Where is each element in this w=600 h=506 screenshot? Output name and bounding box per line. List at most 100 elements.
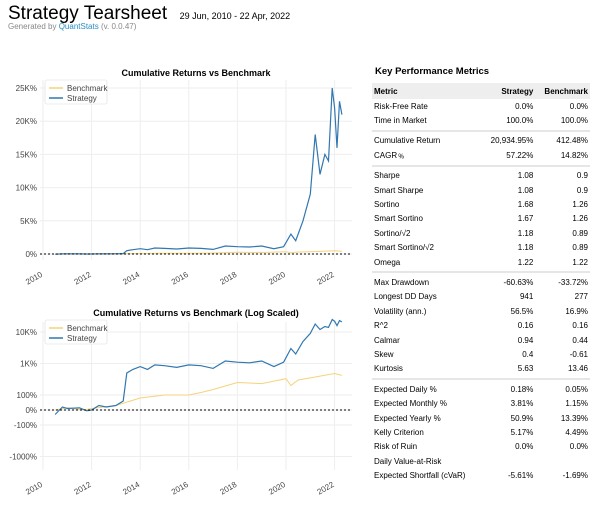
metric-row: Volatility (ann.) 56.5% 16.9% (372, 304, 590, 318)
x-tick-label: 2022 (316, 480, 336, 497)
benchmark-value: 0.89 (572, 243, 588, 253)
divider (372, 269, 590, 275)
benchmark-value: 412.48% (556, 136, 588, 146)
column-header: Strategy (481, 83, 536, 99)
date-range: 29 Jun, 2010 - 22 Apr, 2022 (179, 11, 291, 21)
benchmark-value: 0.9 (576, 185, 588, 195)
metric-row: Smart Sortino/√2 1.18 0.89 (372, 241, 590, 255)
metric-name: Skew (374, 349, 394, 359)
metric-name: Sortino/√2 (374, 228, 411, 238)
y-tick-label: 100% (17, 391, 37, 400)
metrics-header-row: Metric Strategy Benchmark (372, 83, 590, 99)
benchmark-value: 0.44 (572, 335, 588, 345)
strategy-value: 56.5% (510, 306, 534, 316)
metric-name: Kelly Criterion (374, 427, 424, 437)
strategy-value: 941 (519, 292, 534, 302)
chart-title: Cumulative Returns vs Benchmark (121, 68, 271, 78)
metric-row: Expected Daily % 0.18% 0.05% (372, 382, 590, 396)
benchmark-value: 1.22 (572, 257, 588, 267)
y-tick-label: 15K% (16, 150, 37, 159)
cumulative-returns-chart: Cumulative Returns vs Benchmark 2010 2012 2… (16, 68, 352, 287)
x-tick-label: 2016 (170, 270, 190, 287)
divider (372, 376, 590, 382)
x-tick-label: 2018 (218, 480, 238, 497)
benchmark-value: 277 (574, 292, 588, 302)
benchmark-value: 1.15% (565, 399, 588, 409)
metric-name: Daily Value-at-Risk (374, 456, 442, 466)
metric-name: CAGR﹪ (374, 150, 406, 160)
metric-row: Calmar 0.94 0.44 (372, 333, 590, 347)
metric-row: Time in Market 100.0% 100.0% (372, 113, 590, 127)
x-tick-label: 2022 (316, 270, 336, 287)
benchmark-value: 16.9% (565, 306, 588, 316)
metric-row: Risk-Free Rate 0.0% 0.0% (372, 99, 590, 113)
y-tick-label: -100% (14, 421, 37, 430)
benchmark-value: 13.39% (560, 413, 588, 423)
metric-name: Smart Sortino/√2 (374, 243, 434, 253)
benchmark-value: 14.82% (560, 150, 588, 160)
legend-label-benchmark: Benchmark (67, 324, 108, 333)
metric-name: Smart Sortino (374, 214, 423, 224)
strategy-value: 50.9% (510, 413, 534, 423)
strategy-value: 1.68 (517, 200, 534, 210)
strategy-value: 1.18 (517, 228, 534, 238)
x-tick-label: 2016 (170, 480, 190, 497)
metric-row: R^2 0.16 0.16 (372, 318, 590, 332)
version: (v. 0.0.47) (98, 22, 137, 31)
generated-prefix: Generated by (8, 22, 59, 31)
metrics-title: Key Performance Metrics (375, 66, 490, 77)
y-tick-label: 5K% (20, 217, 37, 226)
metric-row: Expected Monthly % 3.81% 1.15% (372, 396, 590, 410)
benchmark-value: 0.05% (565, 384, 588, 394)
generated-by: Generated by QuantStats (v. 0.0.47) (8, 22, 136, 31)
chart-title: Cumulative Returns vs Benchmark (Log Sca… (93, 308, 299, 318)
benchmark-value: 13.46 (567, 364, 588, 374)
column-header: Metric (372, 83, 482, 99)
benchmark-value: 0.89 (572, 228, 588, 238)
metric-name: Time in Market (374, 116, 427, 126)
metric-name: Expected Monthly % (374, 399, 447, 409)
metric-row: Longest DD Days 941 277 (372, 290, 590, 304)
metric-row: Kelly Criterion 5.17% 4.49% (372, 425, 590, 439)
benchmark-value: -1.69% (562, 471, 588, 481)
metric-name: Risk-Free Rate (374, 101, 428, 111)
x-tick-label: 2014 (121, 480, 141, 497)
quantstats-link[interactable]: QuantStats (58, 22, 99, 31)
strategy-value: 5.63 (517, 364, 534, 374)
strategy-line (54, 318, 343, 415)
y-tick-label: 0% (25, 406, 37, 415)
x-tick-label: 2010 (24, 480, 44, 497)
benchmark-value (535, 454, 590, 468)
metric-row: Sharpe 1.08 0.9 (372, 169, 590, 183)
legend-label-benchmark: Benchmark (67, 84, 108, 93)
y-tick-label: -1000% (9, 453, 37, 462)
metric-row: Smart Sharpe 1.08 0.9 (372, 183, 590, 197)
legend-label-strategy: Strategy (67, 94, 97, 103)
y-tick-label: 25K% (16, 84, 37, 93)
x-tick-label: 2012 (73, 270, 93, 287)
strategy-value: 5.17% (510, 427, 534, 437)
benchmark-value: 1.26 (572, 200, 588, 210)
metric-row: Sortino 1.68 1.26 (372, 197, 590, 211)
strategy-value: 57.22% (506, 150, 534, 160)
metric-name: Sortino (374, 200, 400, 210)
metric-name: Cumulative Return (374, 136, 441, 146)
metric-name: Max Drawdown (374, 277, 430, 287)
benchmark-value: -0.61 (569, 349, 588, 359)
x-tick-label: 2014 (121, 270, 141, 287)
metric-name: Risk of Ruin (374, 442, 418, 452)
metric-name: Expected Yearly % (374, 413, 441, 423)
x-tick-label: 2018 (218, 270, 238, 287)
metric-row: Cumulative Return 20,934.95% 412.48% (372, 134, 590, 148)
metrics-table: Metric Strategy Benchmark Risk-Free Rate 0.0… (372, 83, 590, 483)
x-tick-label: 2012 (73, 480, 93, 497)
strategy-value: 20,934.95% (490, 136, 534, 146)
strategy-value: 1.22 (517, 257, 534, 267)
y-tick-label: 1K% (20, 360, 37, 369)
metric-row: Expected Yearly % 50.9% 13.39% (372, 411, 590, 425)
page-title: Strategy Tearsheet (8, 3, 168, 24)
strategy-value: 0.16 (517, 321, 534, 331)
metric-name: Longest DD Days (374, 292, 437, 302)
strategy-line (55, 87, 343, 255)
metric-name: Kurtosis (374, 364, 403, 374)
